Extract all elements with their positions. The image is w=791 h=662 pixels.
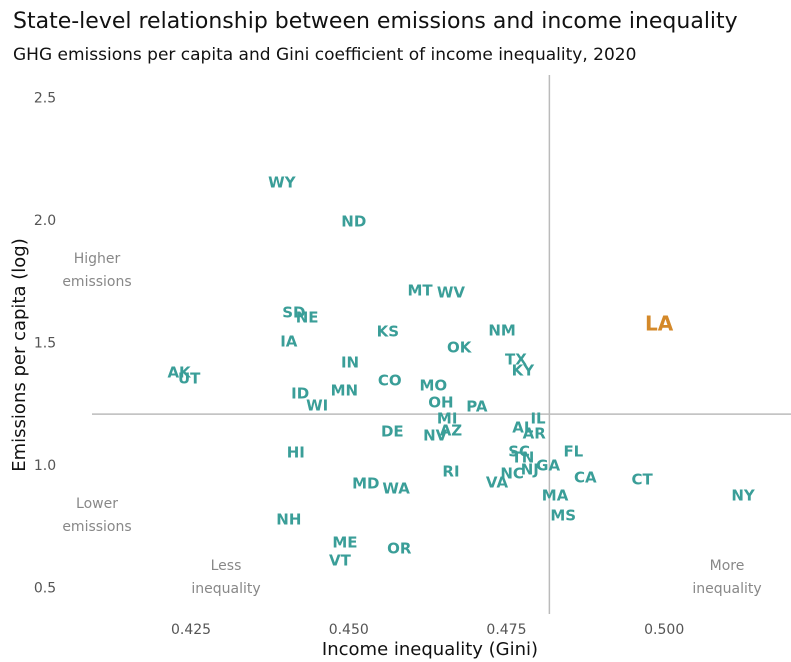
- point-label: FL: [563, 443, 583, 461]
- point-label: UT: [178, 370, 201, 388]
- point-label: DE: [381, 422, 404, 440]
- point-label: SC: [508, 443, 530, 461]
- x-tick-label: 0.425: [171, 622, 211, 638]
- y-tick-label: 2.0: [34, 213, 56, 229]
- point-label: WY: [268, 174, 297, 192]
- point-label: IA: [280, 333, 298, 351]
- point-label: GA: [536, 457, 560, 475]
- point-label: ID: [291, 384, 309, 402]
- annotation: More inequality: [692, 558, 761, 597]
- x-tick-label: 0.475: [486, 622, 526, 638]
- point-label: NH: [276, 510, 301, 528]
- point-label: CA: [574, 469, 597, 487]
- point-label: PA: [466, 397, 488, 415]
- chart-title: State-level relationship between emissio…: [13, 9, 738, 34]
- point-label: NJ: [521, 460, 539, 478]
- x-axis-label: Income inequality (Gini): [322, 639, 538, 660]
- point-label: OR: [387, 540, 412, 558]
- point-label: WI: [306, 396, 328, 414]
- point-label: ND: [341, 213, 366, 231]
- point-label: OH: [428, 394, 453, 412]
- point-label: CT: [631, 470, 653, 488]
- y-tick-label: 1.5: [34, 336, 56, 352]
- chart-subtitle: GHG emissions per capita and Gini coeffi…: [13, 45, 636, 65]
- point-label: MN: [331, 382, 358, 400]
- point-label: TN: [511, 448, 534, 466]
- point-label: NV: [423, 427, 448, 445]
- point-label: MO: [419, 376, 447, 394]
- y-tick-label: 0.5: [34, 581, 56, 597]
- point-label: OK: [447, 338, 473, 356]
- point-label: RI: [442, 462, 459, 480]
- point-label: VT: [329, 552, 352, 570]
- point-label: VA: [486, 473, 509, 491]
- x-tick-label: 0.450: [329, 622, 369, 638]
- point-label: ME: [332, 533, 357, 551]
- point-label: MA: [542, 486, 569, 504]
- annotation: Less inequality: [191, 558, 260, 597]
- point-label: KY: [512, 361, 536, 379]
- point-label: MI: [437, 409, 458, 427]
- point-label: MD: [352, 474, 379, 492]
- point-label: IL: [530, 409, 546, 427]
- point-label: NE: [296, 309, 319, 327]
- point-label: MS: [550, 507, 576, 525]
- point-label: AR: [523, 424, 547, 442]
- point-label: MT: [407, 282, 433, 300]
- point-label: WA: [382, 480, 410, 498]
- annotation: Higher emissions: [62, 251, 131, 290]
- point-label: NY: [731, 486, 756, 504]
- x-tick-label: 0.500: [644, 622, 684, 638]
- point-label: AZ: [440, 421, 463, 439]
- point-label: IN: [341, 354, 359, 372]
- point-label: NM: [488, 322, 515, 340]
- annotation: Lower emissions: [62, 496, 131, 535]
- point-label: AL: [512, 419, 534, 437]
- point-label: LA: [645, 311, 674, 335]
- point-label: SD: [282, 304, 305, 322]
- point-label: KS: [377, 323, 399, 341]
- point-label: NC: [500, 465, 524, 483]
- y-tick-label: 2.5: [34, 91, 56, 107]
- point-label: AK: [167, 363, 192, 381]
- point-label: WV: [437, 284, 466, 302]
- point-label: CO: [378, 372, 402, 390]
- point-label: HI: [287, 444, 305, 462]
- point-label: TX: [505, 350, 527, 368]
- y-tick-label: 1.0: [34, 458, 56, 474]
- y-axis-label: Emissions per capita (log): [9, 238, 30, 471]
